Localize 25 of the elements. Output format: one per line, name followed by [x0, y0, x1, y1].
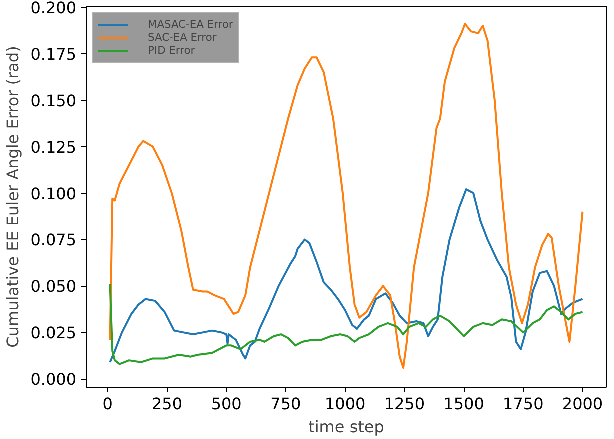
y-tick-label: 0.050 [30, 277, 77, 296]
y-tick-label: 0.100 [30, 184, 77, 204]
x-tick-label: 1250 [384, 394, 426, 414]
x-tick-label: 750 [270, 394, 302, 414]
y-axis-title: Cumulative EE Euler Angle Error (rad) [4, 46, 23, 348]
x-tick-label: 1000 [324, 394, 366, 414]
line-series [109, 188, 584, 364]
x-axis-title: time step [308, 418, 384, 436]
y-tick-label: 0.200 [30, 0, 77, 18]
y-tick-label: 0.025 [30, 324, 77, 343]
x-tick-label: 1500 [444, 394, 484, 414]
x-tick-label: 2000 [562, 394, 604, 414]
x-tick-label: 1750 [503, 394, 544, 414]
y-tick-label: 0.175 [30, 44, 77, 64]
y-tick-label: 0.150 [30, 91, 77, 110]
y-tick-label: 0.000 [30, 370, 77, 390]
y-tick-label: 0.125 [30, 138, 77, 157]
x-tick-label: 500 [211, 394, 242, 414]
x-tick-label: 0 [102, 394, 113, 414]
line-series [109, 283, 584, 366]
legend-label: SAC-EA Error [148, 31, 217, 44]
y-tick-label: 0.075 [30, 230, 77, 250]
legend-label: MASAC-EA Error [148, 18, 234, 31]
x-tick-label: 250 [152, 394, 183, 414]
legend-label: PID Error [148, 44, 196, 57]
